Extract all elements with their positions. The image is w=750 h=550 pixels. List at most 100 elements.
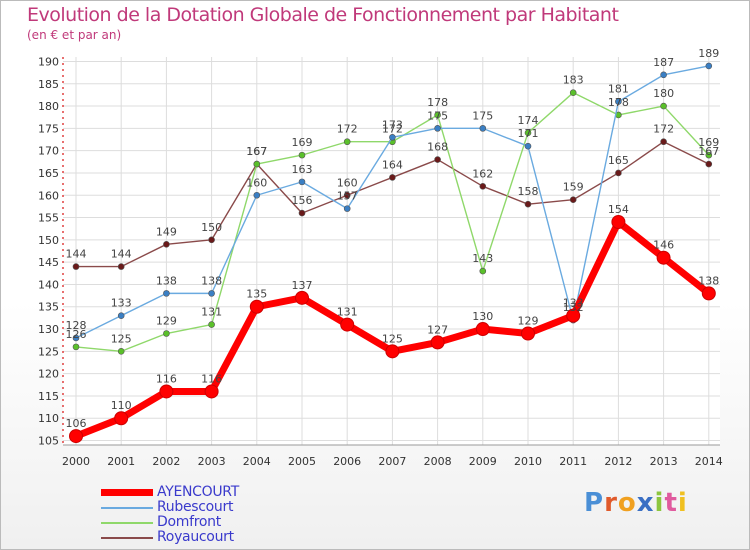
data-point-domfront: [253, 160, 261, 168]
data-point-royaucourt: [705, 160, 713, 168]
x-tick-label: 2005: [288, 455, 316, 468]
grid-layer: [63, 57, 720, 445]
data-point-ayencourt: [566, 308, 581, 323]
plot-area: [63, 57, 720, 445]
data-label-royaucourt: 156: [292, 194, 313, 207]
data-label-royaucourt: 150: [201, 221, 222, 234]
data-label-rubescourt: 187: [653, 56, 674, 69]
data-point-domfront: [208, 321, 215, 328]
legend-swatch: [101, 489, 153, 496]
data-label-domfront: 167: [246, 145, 267, 158]
data-label-ayencourt: 131: [337, 306, 358, 319]
data-label-domfront: 143: [472, 252, 493, 265]
data-label-layer: 106 110 116 116 135 137 131 125 127 130 129 133 154 1…: [66, 47, 720, 430]
data-point-ayencourt: [114, 411, 129, 426]
data-label-ayencourt: 138: [698, 274, 719, 287]
data-label-rubescourt: 175: [427, 109, 448, 122]
data-label-ayencourt: 135: [246, 288, 267, 301]
data-label-royaucourt: 144: [111, 248, 132, 261]
x-tick-label: 2008: [424, 455, 452, 468]
data-point-rubescourt: [163, 290, 170, 297]
data-label-ayencourt: 116: [201, 372, 222, 385]
chart-title: Evolution de la Dotation Globale de Fonc…: [27, 4, 619, 26]
legend-swatch: [101, 507, 153, 509]
data-label-royaucourt: 144: [66, 248, 87, 261]
data-point-ayencourt: [295, 290, 309, 305]
legend-swatch: [101, 522, 153, 524]
data-point-rubescourt: [479, 125, 487, 132]
data-label-rubescourt: 132: [563, 301, 584, 314]
data-point-royaucourt: [660, 138, 667, 146]
data-label-rubescourt: 171: [518, 127, 539, 140]
data-point-royaucourt: [434, 156, 441, 163]
data-label-royaucourt: 165: [608, 154, 629, 167]
data-point-domfront: [163, 330, 170, 337]
data-label-royaucourt: 164: [382, 158, 403, 171]
data-point-rubescourt: [524, 142, 532, 150]
y-tick-label: 150: [38, 234, 59, 247]
data-point-ayencourt: [159, 384, 174, 399]
x-tick-label: 2012: [604, 455, 632, 468]
data-point-domfront: [479, 267, 487, 275]
data-label-rubescourt: 173: [382, 118, 403, 131]
data-point-domfront: [705, 151, 713, 159]
x-tick-label: 2013: [650, 455, 678, 468]
data-point-ayencourt: [204, 384, 219, 399]
y-tick-label: 165: [38, 167, 59, 180]
data-point-rubescourt: [117, 312, 125, 319]
data-label-ayencourt: 127: [427, 323, 448, 336]
y-tick-label: 145: [38, 256, 59, 269]
data-point-domfront: [569, 89, 577, 96]
data-label-domfront: 169: [698, 136, 719, 149]
data-point-ayencourt: [69, 429, 83, 444]
data-label-rubescourt: 128: [66, 319, 87, 332]
y-tick-label: 185: [38, 78, 59, 91]
data-point-royaucourt: [389, 174, 396, 181]
data-label-rubescourt: 157: [337, 190, 358, 203]
data-point-rubescourt: [298, 178, 306, 186]
x-tick-label: 2010: [514, 455, 542, 468]
data-label-domfront: 172: [382, 123, 403, 136]
data-label-ayencourt: 125: [382, 332, 403, 345]
data-label-rubescourt: 175: [472, 109, 493, 122]
data-label-domfront: 126: [66, 328, 87, 341]
chart-subtitle: (en € et par an): [27, 28, 122, 42]
data-point-ayencourt: [701, 286, 716, 301]
x-tick-label: 2000: [62, 455, 90, 468]
data-label-royaucourt: 168: [427, 141, 448, 154]
y-tick-label: 160: [38, 189, 59, 202]
data-label-domfront: 125: [111, 332, 132, 345]
data-label-royaucourt: 158: [518, 185, 539, 198]
axis-layer: 105 110 115 120 125 130 135 140 145 150 155 160 165 1…: [38, 55, 723, 468]
data-label-royaucourt: 149: [156, 225, 177, 238]
y-tick-label: 190: [38, 55, 59, 68]
data-point-domfront: [343, 138, 351, 146]
data-point-royaucourt: [117, 263, 125, 270]
data-point-rubescourt: [434, 125, 441, 132]
data-label-domfront: 129: [156, 315, 177, 328]
data-point-ayencourt: [475, 322, 490, 337]
data-label-domfront: 172: [337, 123, 358, 136]
y-tick-label: 105: [38, 435, 59, 448]
x-tick-label: 2004: [243, 455, 271, 468]
data-label-ayencourt: 110: [111, 399, 132, 412]
data-point-royaucourt: [163, 241, 170, 248]
data-label-royaucourt: 172: [653, 123, 674, 136]
data-label-ayencourt: 130: [472, 310, 493, 323]
data-point-royaucourt: [298, 209, 306, 217]
data-label-rubescourt: 138: [156, 274, 177, 287]
y-tick-label: 140: [38, 278, 59, 291]
data-point-royaucourt: [524, 200, 532, 208]
data-point-domfront: [660, 102, 667, 110]
data-point-ayencourt: [656, 250, 671, 265]
x-tick-label: 2009: [469, 455, 497, 468]
data-label-rubescourt: 138: [201, 274, 222, 287]
proxiti-logo: Proxiti: [584, 488, 688, 518]
y-tick-label: 115: [38, 390, 59, 403]
data-point-royaucourt: [615, 169, 622, 177]
data-point-rubescourt: [208, 290, 215, 297]
data-point-rubescourt: [343, 205, 351, 212]
data-label-ayencourt: 154: [608, 203, 629, 216]
